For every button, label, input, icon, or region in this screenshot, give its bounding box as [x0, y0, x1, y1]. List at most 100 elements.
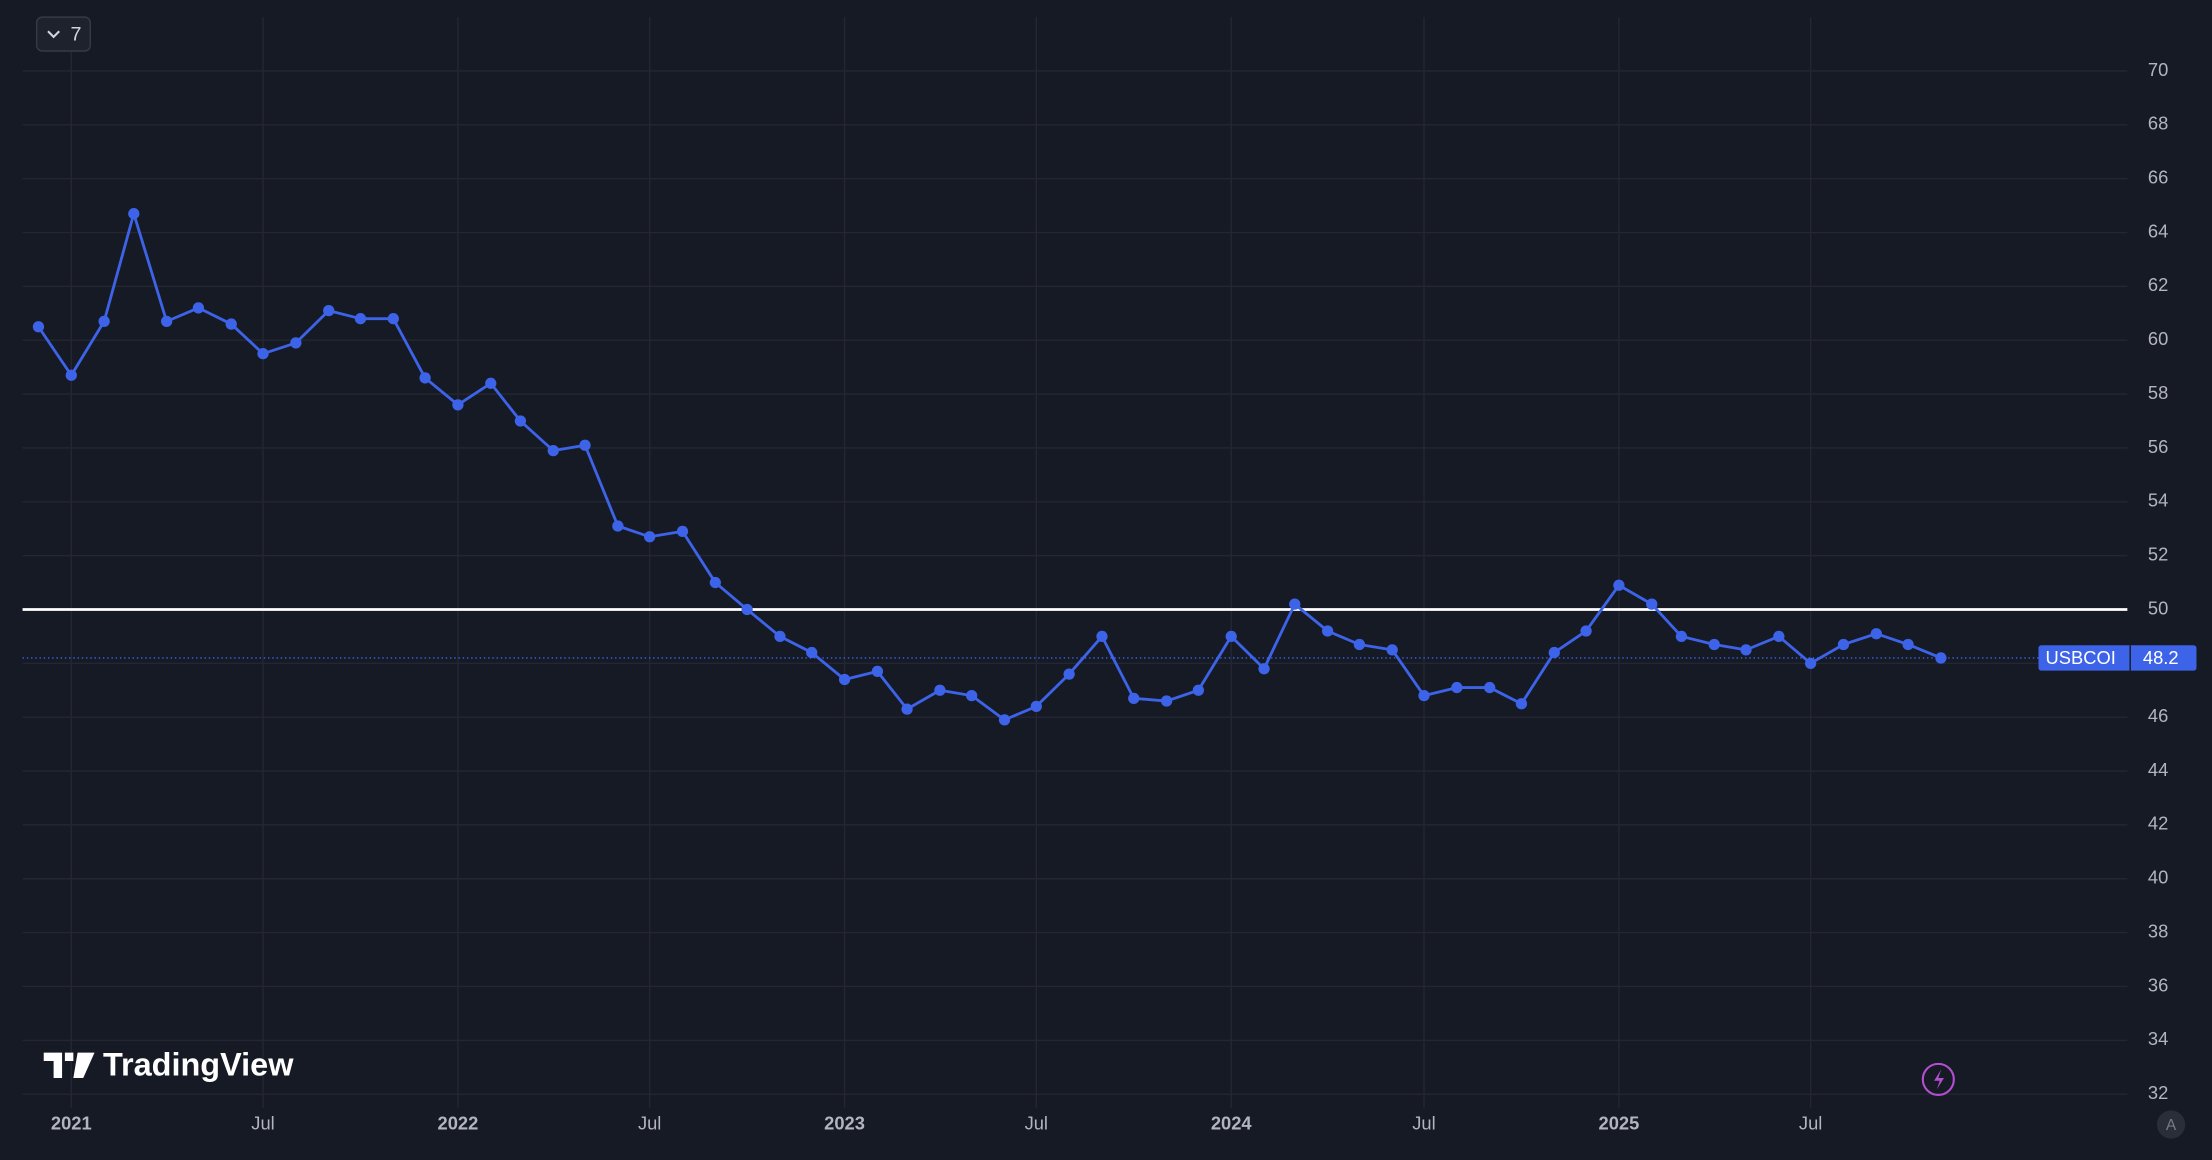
- data-point: [1418, 690, 1430, 702]
- data-point: [1515, 698, 1528, 710]
- data-point: [1773, 630, 1785, 643]
- data-point: [192, 302, 205, 314]
- data-point: [387, 313, 399, 325]
- y-tick-label: 46: [2148, 705, 2168, 726]
- data-point: [1192, 684, 1205, 696]
- data-point: [98, 315, 110, 328]
- data-point: [1096, 630, 1108, 643]
- series-tag: [2038, 645, 2197, 671]
- flash-bolt: [1934, 1069, 1944, 1090]
- y-tick-label: 52: [2148, 543, 2168, 564]
- data-point: [257, 348, 269, 360]
- data-point: [1160, 695, 1173, 707]
- data-point: [1063, 668, 1075, 680]
- x-tick-label: Jul: [1025, 1112, 1048, 1133]
- x-tick-label: 2024: [1211, 1112, 1253, 1133]
- data-point: [1386, 644, 1398, 656]
- data-point: [1289, 598, 1301, 610]
- data-point: [323, 304, 335, 317]
- data-point: [741, 603, 753, 616]
- data-point: [1613, 579, 1625, 591]
- flash-icon[interactable]: [1921, 1062, 1955, 1096]
- data-point: [128, 208, 140, 220]
- auto-button[interactable]: [2156, 1110, 2186, 1139]
- watermark: TradingView: [103, 1046, 294, 1082]
- y-tick-label: 38: [2148, 920, 2168, 941]
- data-point: [354, 313, 367, 325]
- data-point: [806, 646, 818, 659]
- x-tick-label: Jul: [251, 1112, 274, 1133]
- data-point: [774, 630, 786, 643]
- y-tick-label: 50: [2148, 597, 2168, 618]
- x-tick-label: Jul: [1799, 1112, 1822, 1133]
- last-value-label: 48.2: [2143, 647, 2179, 668]
- data-point: [160, 315, 173, 328]
- data-point: [1258, 663, 1270, 675]
- data-point: [1580, 625, 1592, 637]
- data-point: [612, 520, 624, 532]
- y-tick-label: 44: [2148, 759, 2168, 780]
- data-point: [514, 415, 527, 427]
- auto-label: A: [2166, 1117, 2177, 1134]
- data-point: [65, 369, 77, 381]
- data-point: [1128, 692, 1140, 704]
- data-point: [966, 690, 978, 702]
- data-point: [1870, 628, 1882, 640]
- data-point: [485, 377, 497, 389]
- y-tick-label: 70: [2148, 59, 2168, 80]
- y-tick-label: 42: [2148, 813, 2168, 834]
- data-point: [1740, 644, 1752, 656]
- data-point: [1225, 630, 1237, 643]
- x-tick-label: 2021: [51, 1112, 92, 1133]
- data-point: [838, 673, 851, 686]
- data-point: [452, 399, 464, 411]
- data-point: [419, 372, 431, 384]
- data-point: [709, 576, 721, 589]
- y-tick-label: 60: [2148, 328, 2168, 349]
- data-point: [1675, 630, 1688, 643]
- data-point: [547, 444, 559, 457]
- watermark-logo: [43, 1052, 95, 1078]
- x-tick-label: Jul: [1412, 1112, 1435, 1133]
- data-point: [32, 321, 45, 333]
- data-point: [290, 337, 302, 349]
- y-tick-label: 64: [2148, 220, 2168, 241]
- data-point: [1451, 681, 1463, 694]
- data-point: [579, 439, 591, 451]
- data-point: [871, 665, 884, 678]
- data-point: [1708, 638, 1720, 651]
- data-point: [998, 714, 1011, 726]
- data-point: [1935, 652, 1947, 664]
- data-point: [1548, 646, 1560, 659]
- x-tick-label: Jul: [638, 1112, 661, 1133]
- y-tick-label: 34: [2148, 1028, 2168, 1049]
- data-point: [934, 684, 946, 696]
- y-tick-label: 36: [2148, 974, 2168, 995]
- y-tick-label: 54: [2148, 490, 2168, 511]
- data-point: [1902, 638, 1914, 651]
- collapse-button[interactable]: [35, 16, 91, 52]
- collapse-count: 7: [71, 24, 82, 46]
- data-point: [1353, 638, 1366, 651]
- data-point: [1804, 657, 1817, 669]
- data-point: [676, 525, 689, 538]
- data-point: [644, 531, 656, 543]
- data-point: [1837, 638, 1850, 651]
- y-tick-label: 56: [2148, 436, 2168, 457]
- x-tick-label: 2023: [824, 1112, 865, 1133]
- y-tick-label: 32: [2148, 1082, 2168, 1103]
- y-tick-label: 68: [2148, 113, 2168, 134]
- data-point: [1321, 625, 1334, 637]
- x-tick-label: 2025: [1599, 1112, 1640, 1133]
- data-point: [225, 318, 237, 330]
- series-name: USBCOI: [2046, 647, 2116, 668]
- data-point: [1484, 681, 1496, 694]
- y-tick-label: 62: [2148, 274, 2168, 295]
- data-point: [901, 703, 913, 715]
- data-point: [1030, 700, 1042, 713]
- y-tick-label: 58: [2148, 382, 2168, 403]
- y-tick-label: 40: [2148, 867, 2168, 888]
